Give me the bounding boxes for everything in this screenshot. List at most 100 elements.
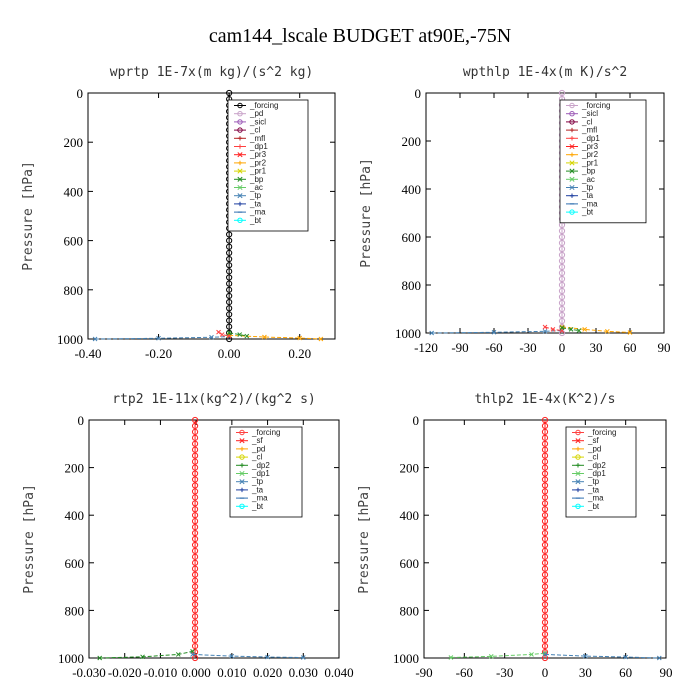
data-point [558,317,566,325]
data-point [542,328,548,334]
chart-title: wpthlp 1E-4x(m K)/s^2 [463,65,627,80]
legend-marker [569,111,575,117]
data-point [542,652,548,657]
data-point [541,470,549,477]
data-point [191,470,199,477]
data-point [191,428,199,435]
data-point [226,286,233,293]
data-point [190,652,195,657]
y-tick-label: 0 [413,413,420,428]
legend-label: _bt [249,216,262,225]
x-tick-label: 30 [590,340,603,355]
data-point [191,613,199,620]
data-point [604,328,610,334]
data-point [541,631,549,638]
x-tick-label: -0.030 [72,665,106,680]
legend-label: _sicl [249,117,266,126]
legend-label: _ma [251,494,268,503]
data-point [226,305,233,312]
data-point [191,631,199,638]
data-point [226,323,233,330]
data-point [244,333,250,339]
data-point [558,293,566,301]
legend-marker [237,201,243,207]
legend-marker [569,160,575,166]
data-point [229,653,235,659]
x-tick-label: 0.040 [324,665,353,680]
data-point [226,89,233,97]
data-point [92,336,98,342]
data-point [541,458,549,465]
legend-marker [237,102,243,109]
data-point [191,637,199,644]
legend-label: _ta [581,191,594,200]
data-point [175,652,181,657]
chart-title: thlp2 1E-4x(K^2)/s [475,392,616,407]
data-point [191,416,199,424]
data-point [541,452,549,459]
legend-marker [239,463,245,468]
data-point [300,655,306,660]
y-tick-label: 1000 [395,326,421,341]
legend-label: _bt [581,208,594,217]
legend-marker [237,176,243,182]
y-tick-label: 1000 [57,332,83,347]
series-line-bp [229,332,247,337]
data-point [541,500,549,507]
data-point [191,500,199,507]
legend-marker [237,136,243,141]
data-point [541,571,549,578]
y-tick-label: 400 [400,508,420,523]
y-tick-label: 800 [402,278,422,293]
series-line-tp [95,336,230,340]
legend-label: _dp2 [587,461,606,470]
y-tick-label: 200 [64,135,84,150]
data-point [542,324,548,330]
data-point [297,335,303,341]
legend-label: _pd [587,444,601,453]
y-axis-label: Pressure [hPa] [22,484,37,594]
data-point [558,269,566,277]
series-line-tp [544,653,660,659]
data-point [448,655,454,660]
data-point [262,334,267,340]
legend-label: _cl [251,453,262,462]
legend-label: _sicl [581,109,598,118]
data-point [529,652,534,657]
data-point [541,434,549,441]
data-point [558,275,566,283]
y-tick-label: 400 [402,182,422,197]
legend-marker [237,127,243,133]
legend-marker [239,479,245,485]
data-point [191,571,199,578]
data-point [191,565,199,572]
legend-label: _forcing [249,101,278,110]
legend-marker [569,119,575,125]
legend-label: _pr1 [249,167,267,176]
legend-label: _mfl [581,126,597,135]
legend-label: _forcing [581,101,610,110]
legend-marker [237,160,243,166]
x-tick-label: 0.00 [218,346,241,361]
legend-box [559,99,647,224]
x-tick-label: 0.20 [288,346,311,361]
x-tick-label: 0.010 [217,665,246,680]
data-point [558,311,566,319]
data-point [541,577,549,584]
data-point [226,255,233,263]
data-point [541,654,549,662]
data-point [191,583,199,590]
data-point [558,89,566,97]
legend-marker [575,438,581,444]
data-point [558,287,566,295]
data-point [226,311,233,318]
x-tick-label: 0.030 [289,665,318,680]
series-line-pr2 [229,334,321,340]
legend-marker [575,487,581,493]
data-point [558,299,566,307]
data-point [191,654,199,662]
series-line-tp [192,653,304,659]
data-point [582,327,588,332]
x-tick-label: -0.20 [145,346,172,361]
